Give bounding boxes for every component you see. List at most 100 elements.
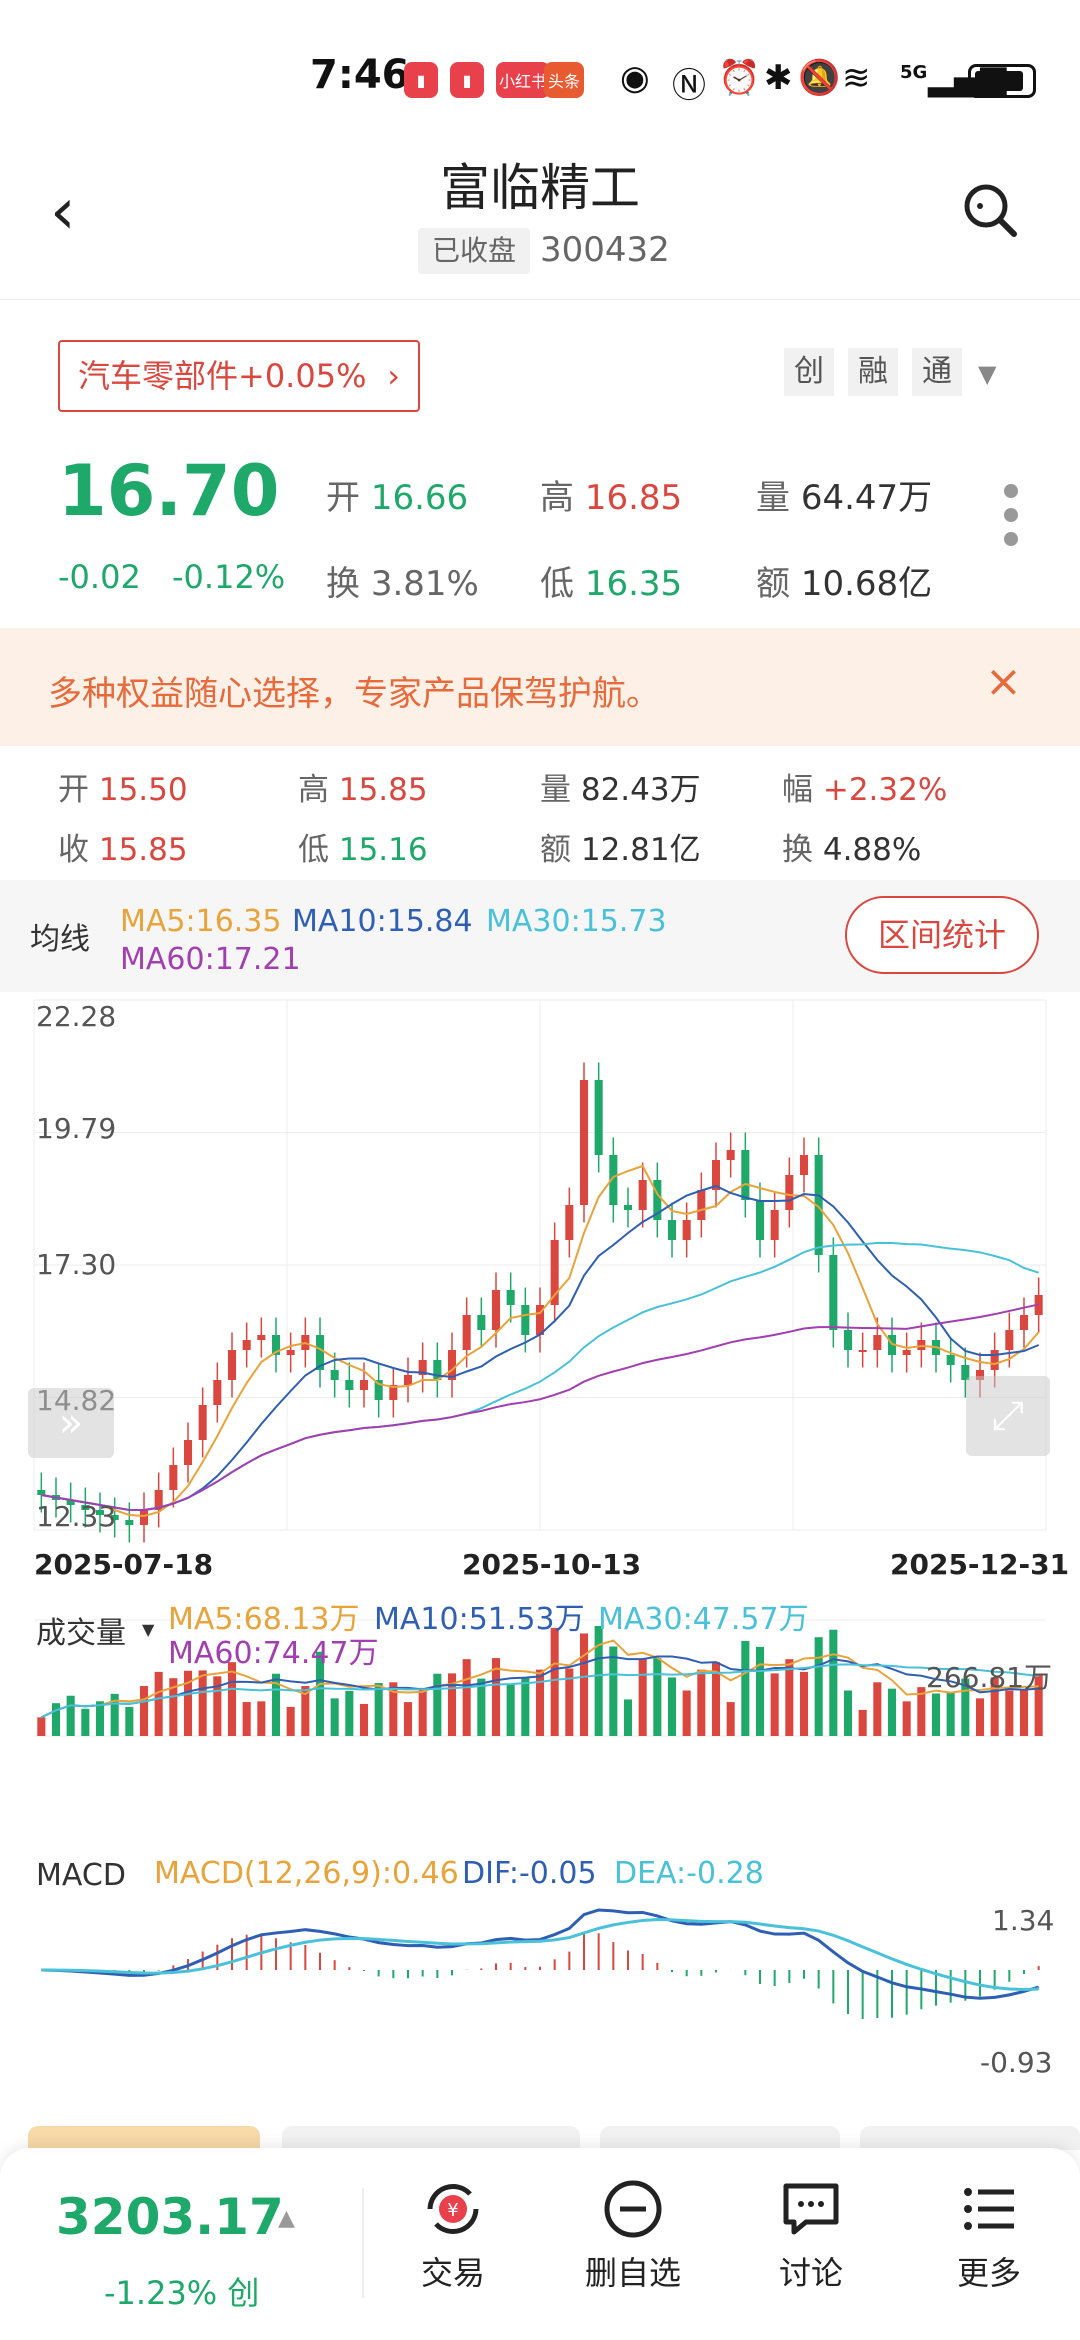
candle-body — [125, 1520, 134, 1525]
volume-label[interactable]: 成交量 — [36, 1616, 126, 1651]
market-status-badge: 已收盘 — [418, 228, 531, 274]
mute-icon: 🔕 — [798, 58, 841, 98]
candle-body — [359, 1380, 369, 1390]
trade-button[interactable]: ¥ 交易 — [378, 2178, 528, 2294]
volume-bar — [286, 1706, 295, 1736]
chevron-down-icon[interactable]: ▼ — [978, 360, 997, 388]
tab-stub[interactable] — [600, 2126, 840, 2150]
status-bar: 7:46 ▮ ▮ 小红书 头条 ◉ Ⓝ ⏰ ✱ 🔕 ≋ 5G ▂▄▆ — [0, 0, 1080, 150]
volume-bar — [653, 1658, 662, 1736]
ma60-value: MA60:17.21 — [120, 942, 301, 977]
volume-bar — [506, 1684, 515, 1736]
candle-body — [829, 1255, 838, 1330]
volume-value: 64.47万 — [800, 478, 933, 518]
search-icon[interactable] — [960, 180, 1020, 240]
chip-chuang[interactable]: 创 — [784, 348, 834, 396]
chip-tong[interactable]: 通 — [912, 348, 962, 396]
remove-watchlist-button[interactable]: 删自选 — [558, 2178, 708, 2294]
sector-tag[interactable]: 汽车零部件+0.05% › — [58, 340, 420, 412]
chat-icon — [783, 2183, 839, 2235]
ma30-value: MA30:15.73 — [486, 904, 667, 939]
detail-open-label: 开 — [58, 772, 89, 808]
candle-body — [711, 1160, 721, 1190]
volume-bar — [711, 1662, 721, 1736]
caret-down-icon: ▼ — [142, 1620, 155, 1639]
candle-body — [565, 1205, 574, 1240]
volume-bar — [242, 1702, 251, 1736]
candle-body — [213, 1380, 222, 1405]
candle-body — [873, 1335, 882, 1350]
candle-body — [286, 1350, 295, 1355]
volume-bar — [931, 1693, 941, 1736]
detail-amp-label: 幅 — [782, 772, 813, 808]
volume-bar — [609, 1646, 618, 1736]
book-icon: ▮ — [450, 62, 484, 98]
volume-bar — [257, 1701, 266, 1736]
candle-body — [257, 1335, 266, 1340]
chip-rong[interactable]: 融 — [848, 348, 898, 396]
volume-bar — [902, 1701, 911, 1736]
candle-body — [638, 1180, 647, 1210]
volume-bar — [799, 1671, 809, 1736]
expand-left-icon[interactable]: » — [28, 1388, 114, 1458]
volume-bar — [66, 1695, 75, 1736]
candle-body — [227, 1350, 237, 1380]
volume-bar — [213, 1676, 222, 1736]
volume-bar — [726, 1702, 735, 1736]
trade-label: 交易 — [420, 2254, 485, 2292]
xiaohongshu-badge: 小红书 — [496, 62, 550, 98]
candle-body — [477, 1315, 486, 1330]
vol-ma10: MA10:51.53万 — [374, 1602, 585, 1637]
candle-body — [139, 1510, 149, 1525]
volume-bar — [990, 1677, 999, 1736]
volume-bar — [418, 1687, 427, 1736]
amount-label: 额 — [756, 564, 790, 604]
discuss-button[interactable]: 讨论 — [736, 2178, 886, 2294]
tab-stub[interactable] — [282, 2126, 580, 2150]
index-value[interactable]: 3203.17 — [56, 2188, 284, 2246]
range-stats-button[interactable]: 区间统计 — [845, 896, 1039, 974]
detail-turn-label: 换 — [782, 832, 813, 868]
y-tick: 22.28 — [36, 1000, 117, 1033]
candle-body — [389, 1385, 398, 1400]
candle-body — [418, 1360, 427, 1375]
candle-body — [95, 1510, 105, 1515]
turnover-value: 3.81% — [370, 564, 479, 604]
volume-bar — [1019, 1689, 1029, 1736]
turnover-label: 换 — [326, 564, 360, 604]
fullscreen-icon[interactable]: ⤢ — [966, 1376, 1050, 1456]
tab-stub[interactable] — [860, 2126, 1080, 2150]
low-value: 16.35 — [584, 564, 683, 604]
detail-vol-label: 量 — [540, 772, 571, 808]
close-icon[interactable]: × — [985, 656, 1022, 707]
x-tick: 2025-12-31 — [890, 1548, 1070, 1581]
nfc-icon: Ⓝ — [672, 66, 706, 106]
macd-max-tick: 1.34 — [992, 1904, 1055, 1937]
detail-vol: 82.43万 — [580, 772, 701, 808]
detail-high-label: 高 — [298, 772, 329, 808]
detail-close: 15.85 — [98, 832, 188, 868]
volume-bar — [594, 1626, 603, 1736]
detail-open: 15.50 — [98, 772, 188, 808]
clock: 7:46 — [310, 52, 410, 98]
candle-body — [66, 1500, 75, 1505]
volume-bar — [403, 1702, 413, 1736]
volume-bar — [741, 1640, 750, 1736]
candle-body — [271, 1335, 281, 1355]
candle-body — [183, 1440, 193, 1465]
volume-bar — [359, 1703, 369, 1736]
volume-bar — [858, 1709, 867, 1736]
minus-circle-icon — [604, 2180, 662, 2238]
back-icon[interactable]: ‹ — [50, 175, 76, 249]
more-button[interactable]: 更多 — [914, 2178, 1064, 2294]
more-options-icon[interactable] — [1004, 484, 1018, 546]
detail-close-label: 收 — [58, 832, 89, 868]
tab-stub[interactable] — [28, 2126, 260, 2150]
open-label: 开 — [326, 478, 360, 518]
high-value: 16.85 — [584, 478, 683, 518]
promo-banner[interactable]: 多种权益随心选择，专家产品保驾护航。 × — [0, 628, 1080, 746]
volume-bar — [550, 1627, 559, 1736]
price-change-pct: -0.12% — [172, 558, 286, 596]
volume-bar — [521, 1677, 530, 1736]
stock-chart[interactable] — [0, 992, 1080, 2092]
